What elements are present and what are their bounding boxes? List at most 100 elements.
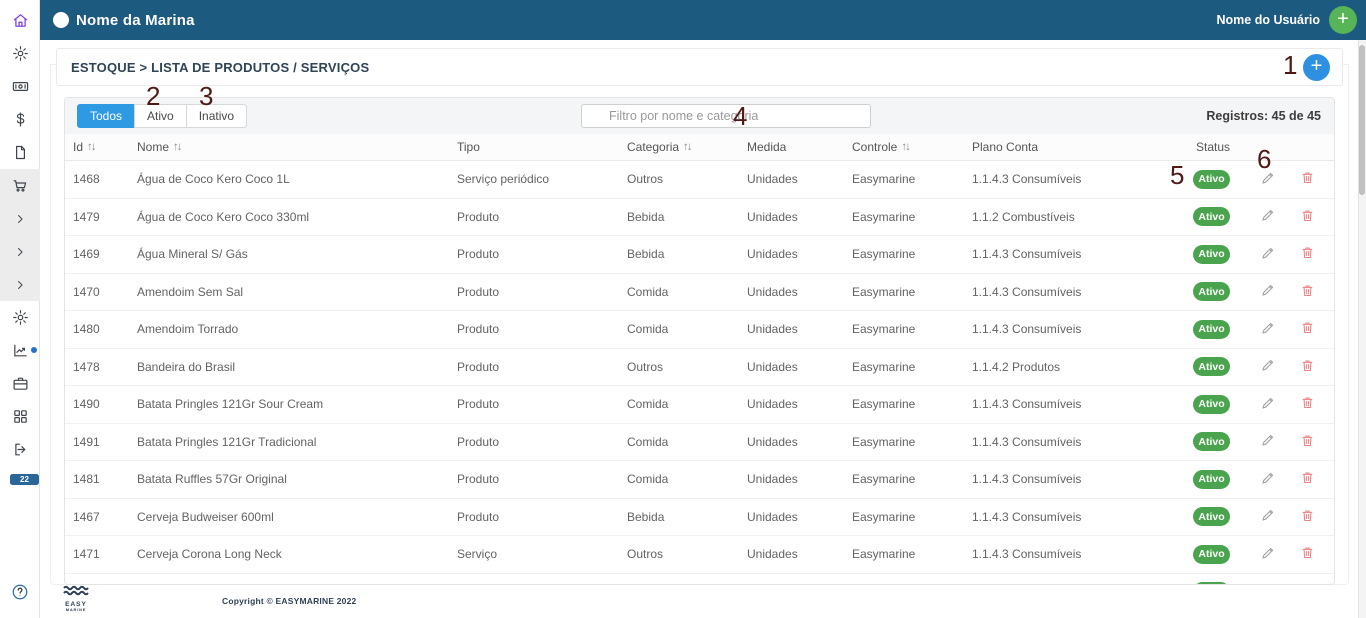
delete-button[interactable] [1300,170,1315,188]
trash-icon [1300,320,1315,338]
edit-button[interactable] [1260,507,1276,526]
column-header-controle[interactable]: Controle ↑↓ [844,140,964,154]
edit-button[interactable] [1260,395,1276,414]
user-name[interactable]: Nome do Usuário [1216,13,1321,27]
delete-button[interactable] [1300,470,1315,488]
sidebar-item-logout[interactable] [0,433,40,466]
status-badge[interactable]: Ativo [1193,544,1230,564]
cell-id: 1470 [73,284,100,299]
delete-button[interactable] [1300,545,1315,563]
sort-icon[interactable]: ↑↓ [901,141,910,153]
edit-button[interactable] [1260,170,1276,189]
status-badge[interactable]: Ativo [1193,282,1230,302]
delete-button[interactable] [1300,320,1315,338]
status-badge[interactable]: Ativo [1193,394,1230,414]
home-icon [12,12,29,29]
sidebar-item-home[interactable] [0,4,40,37]
edit-button[interactable] [1260,357,1276,376]
delete-button[interactable] [1300,283,1315,301]
breadcrumb-bar: ESTOQUE > LISTA DE PRODUTOS / SERVIÇOS + [56,48,1343,86]
chevron-right-icon [13,245,27,259]
tab-ativo[interactable]: Ativo [134,104,187,128]
status-badge[interactable]: Ativo [1193,169,1230,189]
edit-button[interactable] [1260,470,1276,489]
column-label: Status [1196,140,1231,154]
delete-button[interactable] [1300,433,1315,451]
status-badge[interactable]: Ativo [1193,207,1230,227]
status-badge[interactable]: Ativo [1193,244,1230,264]
delete-button[interactable] [1300,395,1315,413]
trash-icon [1300,470,1315,488]
sort-icon[interactable]: ↑↓ [87,141,96,153]
status-badge[interactable]: Ativo [1193,319,1230,339]
pencil-icon [1260,395,1276,414]
column-label: Nome [137,140,170,154]
sidebar-item-chevron-right[interactable] [0,268,40,301]
edit-button[interactable] [1260,207,1276,226]
delete-button[interactable] [1300,358,1315,376]
cart-icon [12,177,29,194]
sidebar-item-chart[interactable] [0,334,40,367]
cell-plano_conta: 1.1.4.2 Produtos [972,359,1061,374]
search-input[interactable] [581,104,871,128]
sidebar-item-cart[interactable] [0,169,40,202]
cell-controle: Easymarine [852,284,916,299]
sidebar-item-apps[interactable] [0,400,40,433]
edit-button[interactable] [1260,245,1276,264]
cell-controle: Easymarine [852,359,916,374]
table-row: 1470 Amendoim Sem Sal Produto Comida Unidade… [65,273,1334,311]
chevron-right-icon [13,278,27,292]
column-header-id[interactable]: Id ↑↓ [65,140,129,154]
cell-medida: Unidades [747,547,798,562]
delete-button[interactable] [1300,583,1315,584]
add-user-button[interactable]: + [1329,6,1357,34]
cell-id: 1467 [73,509,100,524]
sidebar-item-chevron-right[interactable] [0,235,40,268]
sidebar-item-dollar[interactable] [0,103,40,136]
cell-medida: Unidades [747,359,798,374]
sidebar-item-briefcase[interactable] [0,367,40,400]
delete-button[interactable] [1300,208,1315,226]
topbar: Nome da Marina Nome do Usuário + [40,0,1366,40]
column-header-categoria[interactable]: Categoria ↑↓ [619,140,739,154]
tab-todos[interactable]: Todos [77,104,136,128]
edit-button[interactable] [1260,545,1276,564]
cell-categoria: Bebida [627,209,665,224]
sidebar-item-settings[interactable] [0,301,40,334]
sidebar-item-chevron-right[interactable] [0,202,40,235]
column-header-nome[interactable]: Nome ↑↓ [129,140,449,154]
status-badge[interactable]: Ativo [1193,582,1230,584]
sidebar-item-help[interactable] [0,575,40,608]
cell-medida: Unidades [747,172,798,187]
sort-icon[interactable]: ↑↓ [173,141,182,153]
edit-button[interactable] [1260,432,1276,451]
cell-tipo: Produto [457,284,500,299]
status-badge[interactable]: Ativo [1193,357,1230,377]
cell-nome: Água de Coco Kero Coco 330ml [137,209,310,224]
edit-button[interactable] [1260,320,1276,339]
scrollbar-thumb[interactable] [1359,45,1365,195]
edit-button[interactable] [1260,282,1276,301]
cell-id: 1468 [73,172,100,187]
sort-icon[interactable]: ↑↓ [683,141,692,153]
table-row: 1468 Água de Coco Kero Coco 1L Serviço per… [65,161,1334,199]
cell-plano_conta: 1.1.4.3 Consumíveis [972,472,1082,487]
cell-categoria: Comida [627,284,669,299]
sidebar-item-money[interactable] [0,70,40,103]
delete-button[interactable] [1300,245,1315,263]
status-badge[interactable]: Ativo [1193,432,1230,452]
pencil-icon [1260,470,1276,489]
status-badge[interactable]: Ativo [1193,507,1230,527]
edit-button[interactable] [1260,582,1276,584]
status-badge[interactable]: Ativo [1193,469,1230,489]
table-row: 1469 Água Mineral S/ Gás Produto Bebida Unid… [65,236,1334,274]
pencil-icon [1260,282,1276,301]
cell-plano_conta: 1.1.4.3 Consumíveis [972,284,1082,299]
delete-button[interactable] [1300,508,1315,526]
sidebar-item-document[interactable] [0,136,40,169]
cell-id: 1490 [73,397,100,412]
trash-icon [1300,583,1315,584]
tab-inativo[interactable]: Inativo [185,104,248,128]
add-product-button[interactable]: + [1303,53,1330,81]
sidebar-item-settings[interactable] [0,37,40,70]
